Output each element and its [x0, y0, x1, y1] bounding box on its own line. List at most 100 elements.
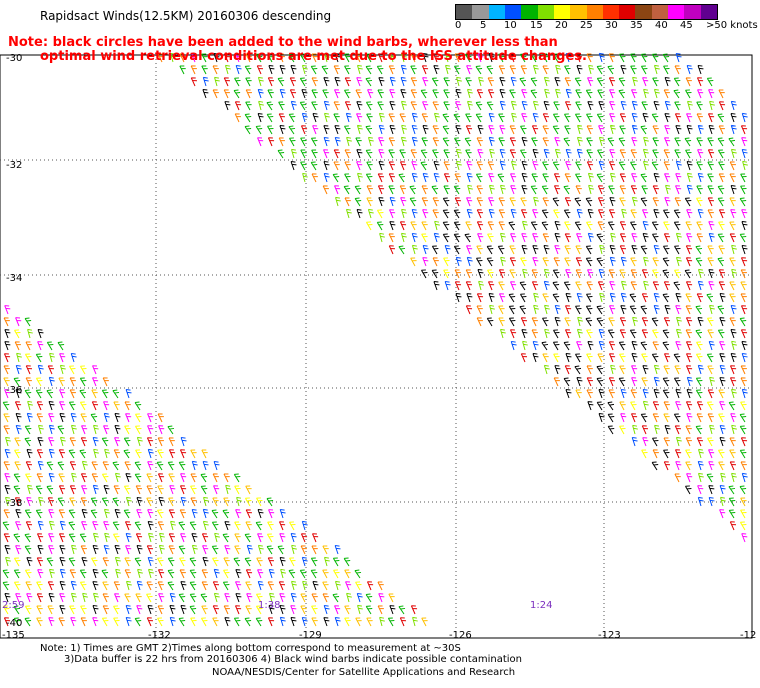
wind-barb-icon: [4, 545, 11, 555]
wind-barb-icon: [455, 101, 462, 111]
wind-barb-icon: [707, 245, 714, 255]
wind-barb-icon: [532, 257, 539, 267]
wind-barb-icon: [103, 544, 110, 555]
wind-barb-icon: [332, 593, 340, 603]
wind-barb-icon: [453, 233, 461, 243]
wind-barb-icon: [79, 377, 87, 387]
wind-barb-icon: [728, 509, 736, 519]
wind-barb-icon: [542, 125, 549, 135]
wind-barb-icon: [520, 125, 527, 135]
wind-barb-icon: [114, 545, 121, 555]
wind-barb-icon: [412, 616, 418, 627]
wind-barb-icon: [596, 365, 604, 375]
wind-barb-icon: [112, 521, 120, 531]
wind-barb-icon: [730, 329, 737, 339]
wind-barb-icon: [718, 221, 725, 231]
wind-barb-icon: [355, 53, 362, 63]
wind-barb-icon: [71, 472, 77, 483]
wind-barb-icon: [301, 616, 308, 627]
wind-barb-icon: [442, 113, 450, 123]
wind-barb-icon: [530, 53, 538, 63]
wind-barb-icon: [79, 533, 87, 543]
wind-barb-icon: [664, 77, 671, 87]
wind-barb-icon: [619, 53, 626, 63]
wind-barb-icon: [334, 136, 341, 147]
wind-barb-icon: [532, 161, 539, 171]
wind-barb-icon: [574, 221, 582, 231]
wind-barb-icon: [673, 413, 681, 423]
wind-barb-icon: [410, 77, 417, 87]
wind-barb-icon: [114, 425, 121, 435]
wind-barb-icon: [14, 329, 21, 339]
wind-barb-icon: [114, 472, 121, 483]
wind-barb-icon: [388, 233, 395, 243]
wind-barb-icon: [334, 544, 341, 555]
wind-barb-icon: [334, 125, 341, 135]
wind-barb-icon: [70, 352, 77, 363]
wind-barb-icon: [410, 605, 418, 615]
wind-barb-icon: [719, 293, 726, 303]
wind-barb-icon: [212, 617, 219, 627]
wind-barb-icon: [663, 401, 670, 411]
wind-barb-icon: [663, 437, 670, 447]
wind-barb-icon: [399, 185, 406, 195]
wind-barb-icon: [685, 425, 692, 435]
wind-barb-icon: [519, 77, 527, 87]
wind-barb-icon: [465, 113, 472, 123]
wind-barb-icon: [466, 172, 473, 183]
wind-barb-icon: [300, 593, 307, 603]
wind-barb-icon: [619, 269, 626, 279]
wind-barb-icon: [663, 449, 670, 459]
wind-barb-icon: [411, 244, 418, 255]
wind-barb-icon: [321, 65, 329, 75]
wind-barb-icon: [508, 221, 516, 231]
wind-barb-icon: [708, 221, 715, 231]
wind-barb-icon: [697, 124, 704, 135]
wind-barb-icon: [509, 269, 516, 279]
wind-barb-icon: [708, 340, 715, 351]
wind-barb-icon: [697, 65, 704, 75]
wind-barb-icon: [631, 137, 638, 147]
wind-barb-icon: [653, 292, 660, 303]
wind-barb-icon: [443, 101, 450, 111]
wind-barb-icon: [443, 173, 451, 183]
wind-barb-icon: [621, 280, 627, 291]
wind-barb-icon: [499, 89, 506, 99]
wind-barb-icon: [442, 221, 450, 231]
wind-barb-icon: [49, 352, 55, 363]
wind-barb-icon: [509, 53, 516, 63]
wind-barb-icon: [431, 185, 439, 195]
lat-label: -38: [6, 498, 22, 509]
wind-barb-icon: [489, 148, 495, 159]
wind-barb-icon: [509, 257, 516, 267]
wind-barb-icon: [719, 341, 726, 351]
wind-barb-icon: [730, 124, 737, 135]
wind-barb-icon: [709, 376, 715, 387]
wind-barb-icon: [598, 209, 605, 219]
wind-barb-icon: [235, 53, 242, 63]
wind-barb-icon: [552, 269, 560, 279]
wind-barb-icon: [508, 317, 516, 327]
wind-barb-icon: [26, 412, 33, 423]
wind-barb-icon: [696, 413, 703, 423]
wind-barb-icon: [257, 113, 264, 123]
wind-barb-icon: [365, 149, 373, 159]
wind-barb-icon: [333, 149, 340, 159]
wind-barb-icon: [157, 617, 164, 627]
wind-barb-icon: [718, 389, 725, 399]
wind-barb-icon: [587, 341, 594, 351]
wind-barb-icon: [37, 364, 44, 375]
wind-barb-icon: [59, 364, 66, 375]
wind-barb-icon: [510, 173, 517, 183]
wind-barb-icon: [631, 245, 638, 255]
wind-barb-icon: [630, 209, 637, 219]
footer-note-1: Note: 1) Times are GMT 2)Times along bot…: [40, 643, 461, 654]
wind-barb-icon: [685, 89, 692, 99]
wind-barb-icon: [574, 197, 582, 207]
wind-barb-icon: [312, 533, 319, 543]
wind-barb-icon: [201, 449, 208, 459]
wind-barb-icon: [663, 461, 671, 471]
wind-barb-icon: [101, 617, 109, 627]
colorbar-swatch: [472, 5, 489, 19]
wind-barb-icon: [696, 293, 703, 303]
